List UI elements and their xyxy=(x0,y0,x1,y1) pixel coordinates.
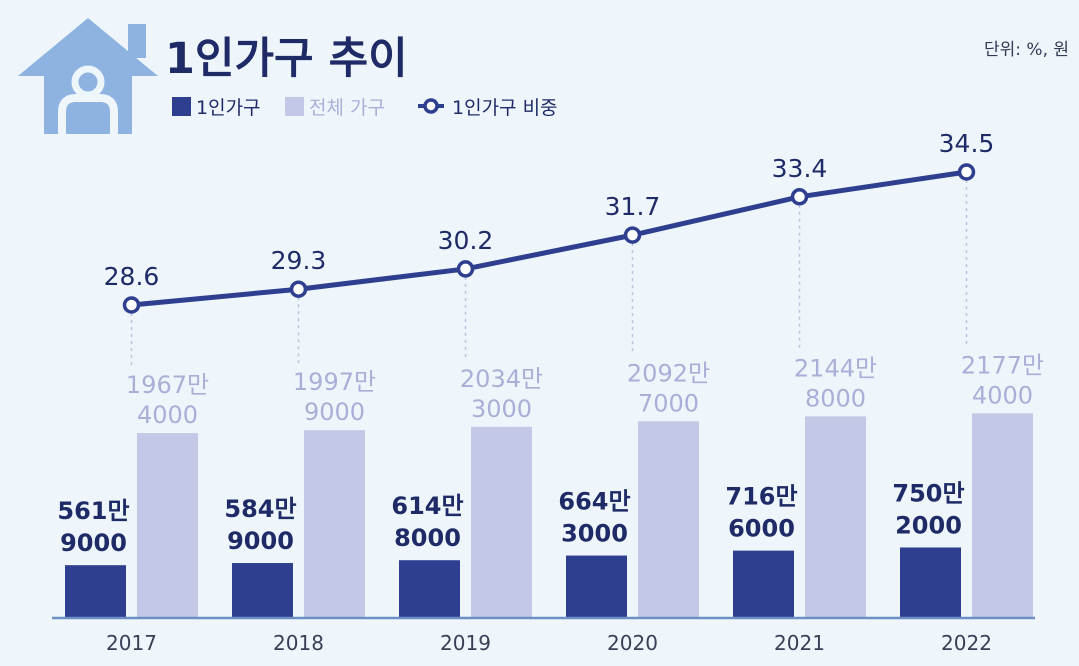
ratio-label-2021: 33.4 xyxy=(772,154,828,183)
ratio-point-2018 xyxy=(289,280,308,298)
ratio-label-2017: 28.6 xyxy=(104,262,160,291)
bar-total-label-2017-line1: 1967만 xyxy=(126,371,209,399)
ratio-label-2022: 34.5 xyxy=(939,129,995,158)
ratio-point-2017 xyxy=(122,296,141,314)
ratio-label-2018: 29.3 xyxy=(271,246,327,275)
unit-label: 단위: %, 원 xyxy=(984,40,1069,60)
legend-swatch-single xyxy=(172,97,191,116)
bar-single-label-2017-line1: 561만 xyxy=(57,497,129,525)
bar-single-label-2019-line2: 8000 xyxy=(394,524,461,552)
bar-single-label-2018-line1: 584만 xyxy=(224,495,296,523)
house-person-icon xyxy=(18,18,158,134)
bar-total-2021 xyxy=(805,416,866,618)
bar-total-2020 xyxy=(638,421,699,618)
bar-total-label-2022-line2: 4000 xyxy=(972,381,1033,409)
bar-total-2017 xyxy=(137,433,198,618)
bar-total-2022 xyxy=(972,413,1033,618)
legend-label-single: 1인가구 xyxy=(196,97,261,119)
bar-single-2022 xyxy=(900,547,961,618)
bar-single-label-2020-line1: 664만 xyxy=(558,488,630,516)
x-tick-2021: 2021 xyxy=(774,631,825,655)
bar-total-2019 xyxy=(471,426,532,618)
bar-total-label-2020-line1: 2092만 xyxy=(627,359,710,387)
plot-area: 561만90001967만40002017584만90001997만900020… xyxy=(52,129,1044,655)
legend-swatch-total xyxy=(285,97,304,116)
bar-single-label-2021-line1: 716만 xyxy=(725,483,797,511)
legend-label-total: 전체 가구 xyxy=(309,97,385,119)
bar-single-label-2020-line2: 3000 xyxy=(561,520,628,548)
ratio-label-2019: 30.2 xyxy=(438,226,494,255)
bar-single-2017 xyxy=(65,565,126,618)
x-tick-2017: 2017 xyxy=(106,631,157,655)
bar-total-label-2022-line1: 2177만 xyxy=(961,351,1044,379)
bar-total-label-2020-line2: 7000 xyxy=(638,389,699,417)
series-line-ratio xyxy=(131,169,967,308)
bar-single-label-2019-line1: 614만 xyxy=(391,492,463,520)
legend-label-ratio: 1인가구 비중 xyxy=(452,97,558,119)
ratio-point-2021 xyxy=(790,188,809,206)
bar-single-2019 xyxy=(399,560,460,618)
bar-total-label-2017-line2: 4000 xyxy=(137,401,198,429)
ratio-point-2020 xyxy=(623,226,642,244)
bar-total-2018 xyxy=(304,430,365,618)
x-tick-2020: 2020 xyxy=(607,631,658,655)
bar-total-label-2021-line2: 8000 xyxy=(805,384,866,412)
bar-total-label-2019-line2: 3000 xyxy=(471,395,532,423)
legend: 1인가구 전체 가구 1인가구 비중 xyxy=(172,97,558,119)
bar-total-label-2018-line1: 1997만 xyxy=(293,368,376,396)
ratio-label-2020: 31.7 xyxy=(605,192,661,221)
x-tick-2022: 2022 xyxy=(941,631,992,655)
bar-total-label-2019-line1: 2034만 xyxy=(460,365,543,393)
ratio-point-2022 xyxy=(957,163,976,181)
x-tick-2018: 2018 xyxy=(273,631,324,655)
bar-single-label-2022-line1: 750만 xyxy=(892,479,964,507)
x-tick-2019: 2019 xyxy=(440,631,491,655)
bar-single-2021 xyxy=(733,550,794,618)
bar-single-2020 xyxy=(566,555,627,618)
legend-line-marker xyxy=(423,98,439,114)
bar-single-2018 xyxy=(232,563,293,618)
bar-single-label-2021-line2: 6000 xyxy=(728,515,795,543)
ratio-point-2019 xyxy=(456,260,475,278)
bar-single-label-2022-line2: 2000 xyxy=(895,511,962,539)
bar-total-label-2021-line1: 2144만 xyxy=(794,354,877,382)
chart-title: 1인가구 추이 xyxy=(165,34,408,84)
bar-single-label-2018-line2: 9000 xyxy=(227,527,294,555)
bar-single-label-2017-line2: 9000 xyxy=(60,529,127,557)
bar-total-label-2018-line2: 9000 xyxy=(304,398,365,426)
